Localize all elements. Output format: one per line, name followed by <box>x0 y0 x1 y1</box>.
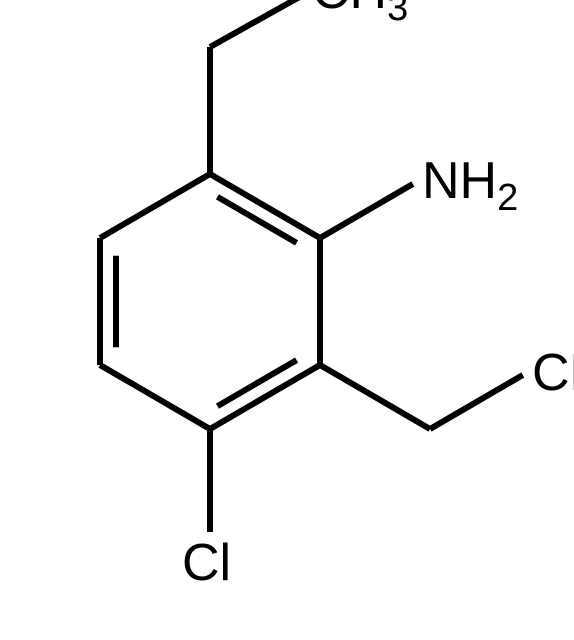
molecule-diagram: CH3 NH2 CH3 Cl <box>0 0 574 640</box>
svg-text:NH2: NH2 <box>422 152 518 219</box>
svg-text:CH3: CH3 <box>312 0 408 29</box>
svg-text:Cl: Cl <box>182 534 231 592</box>
svg-text:CH3: CH3 <box>532 344 574 411</box>
